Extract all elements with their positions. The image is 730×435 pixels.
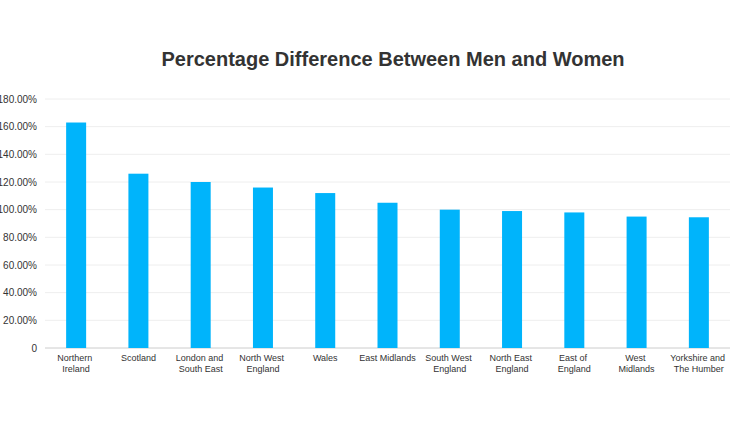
x-tick-label: East Midlands: [359, 353, 416, 363]
grid-line: [45, 154, 730, 155]
grid: [45, 99, 730, 348]
y-tick-label: 180.00%: [0, 94, 37, 105]
x-tick-label: East of England: [558, 353, 591, 374]
y-tick-label: 120.00%: [0, 177, 37, 188]
x-tick-label: South West England: [425, 353, 474, 374]
label-line: North East: [490, 353, 535, 363]
x-tick-label: Wales: [313, 353, 338, 363]
y-tick-label: 40.00%: [3, 287, 37, 298]
bars: [66, 123, 709, 348]
bar: [315, 193, 335, 348]
bar: [502, 211, 522, 348]
label-line: England: [496, 364, 529, 374]
label-line: Northern: [57, 353, 95, 363]
x-tick-label: London and South East: [176, 353, 226, 374]
label-line: England: [246, 364, 279, 374]
label-line: The Humber: [674, 364, 724, 374]
x-tick-label: North East England: [490, 353, 535, 374]
label-line: North West: [239, 353, 286, 363]
grid-line: [45, 126, 730, 127]
y-tick-label: 160.00%: [0, 121, 37, 132]
bar: [191, 182, 211, 348]
bar: [253, 188, 273, 348]
label-line: Ireland: [62, 364, 90, 374]
x-tick-label: Yorkshire and The Humber: [670, 353, 727, 374]
y-tick-label: 60.00%: [3, 260, 37, 271]
label-line: East of: [559, 353, 590, 363]
label-line: Scotland: [121, 353, 156, 363]
grid-line: [45, 99, 730, 100]
label-line: England: [433, 364, 466, 374]
bar: [627, 217, 647, 348]
y-tick-label: 140.00%: [0, 149, 37, 160]
chart: Percentage Difference Between Men and Wo…: [0, 0, 730, 435]
bar: [378, 203, 398, 348]
label-line: Yorkshire and: [670, 353, 727, 363]
label-line: England: [558, 364, 591, 374]
bar: [564, 212, 584, 348]
bar: [128, 174, 148, 348]
y-tick-label: 100.00%: [0, 204, 37, 215]
label-line: South East: [179, 364, 224, 374]
label-line: London and: [176, 353, 226, 363]
title: Percentage Difference Between Men and Wo…: [161, 48, 624, 70]
label-line: East Midlands: [359, 353, 416, 363]
x-tick-label: North West England: [239, 353, 286, 374]
label-line: South West: [425, 353, 474, 363]
y-tick-label: 0: [31, 343, 37, 354]
y-axis-line: [45, 99, 46, 348]
label-line: West: [625, 353, 648, 363]
bar: [66, 123, 86, 348]
y-tick-label: 20.00%: [3, 315, 37, 326]
bar: [440, 210, 460, 348]
label-line: Wales: [313, 353, 338, 363]
y-tick-label: 80.00%: [3, 232, 37, 243]
x-tick-label: West Midlands: [619, 353, 656, 374]
bar: [689, 217, 709, 348]
label-line: Midlands: [619, 364, 656, 374]
x-tick-label: Scotland: [121, 353, 156, 363]
x-tick-label: Northern Ireland: [57, 353, 95, 374]
